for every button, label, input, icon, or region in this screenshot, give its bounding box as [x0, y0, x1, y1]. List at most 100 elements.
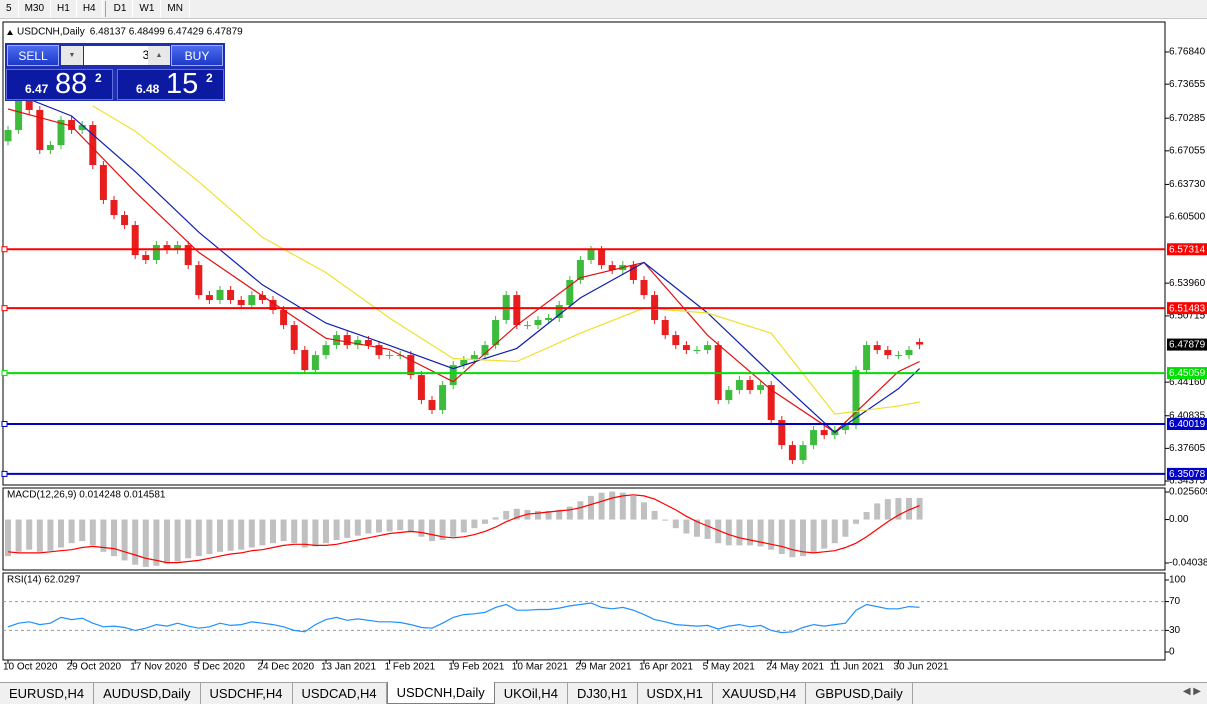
y-tick-label: 100 [1169, 575, 1186, 586]
candle-body [894, 355, 902, 357]
x-tick-label: 30 Jun 2021 [893, 662, 948, 673]
histogram-bar [853, 519, 859, 524]
timeframe-button[interactable]: W1 [133, 0, 162, 18]
candle-body [672, 335, 680, 346]
candle-body [778, 420, 786, 446]
bid-prefix: 6.47 [25, 82, 49, 96]
timeframe-button[interactable]: H4 [77, 0, 103, 18]
candle-body [407, 355, 415, 376]
chart-tab[interactable]: AUDUSD,Daily [94, 683, 201, 704]
y-tick-label: 6.70285 [1169, 113, 1206, 124]
candle-body [820, 430, 828, 436]
y-tick-label: 70 [1169, 596, 1181, 607]
histogram-bar [439, 519, 446, 540]
x-tick-label: 17 Nov 2020 [130, 662, 187, 673]
histogram-bar [577, 501, 584, 520]
y-tick-label: 6.50715 [1169, 311, 1206, 322]
chart-tab[interactable]: USDCAD,H4 [293, 683, 387, 704]
ask-price[interactable]: 6.48 15 2 [117, 68, 224, 100]
x-tick-label: 1 Feb 2021 [385, 662, 436, 673]
histogram-bar [471, 519, 478, 529]
panel-title: RSI(14) 62.0297 [7, 575, 81, 586]
candle-body [280, 310, 288, 326]
histogram-bar [450, 519, 457, 537]
candle-body [152, 245, 160, 261]
histogram-bar [704, 519, 711, 539]
histogram-bar [863, 512, 870, 520]
candle-body [343, 335, 351, 346]
histogram-bar [280, 519, 287, 542]
timeframe-button[interactable]: H1 [51, 0, 77, 18]
chart-tab[interactable]: EURUSD,H4 [0, 683, 95, 704]
candle-body [417, 375, 425, 401]
bid-price[interactable]: 6.47 88 2 [6, 68, 113, 100]
timeframe-button[interactable]: M30 [19, 0, 52, 18]
candle-body [481, 345, 489, 356]
y-tick-label: 6.37605 [1169, 443, 1206, 454]
buy-button[interactable]: BUY [171, 45, 223, 66]
y-tick-label: 30 [1169, 625, 1181, 636]
candle-body [46, 145, 54, 150]
candle-body [57, 119, 65, 146]
chart-tab[interactable]: DJ30,H1 [568, 683, 638, 704]
candle-body [205, 295, 213, 301]
chart-tab[interactable]: UKOil,H4 [495, 683, 568, 704]
candle-body [110, 199, 118, 216]
candle-body [767, 385, 775, 421]
candle-body [195, 265, 203, 296]
chart-tab[interactable]: USDCHF,H4 [201, 683, 293, 704]
x-tick-label: 24 May 2021 [766, 662, 824, 673]
candle-body [99, 165, 107, 200]
level-price-label: 6.57314 [1169, 244, 1206, 255]
histogram-bar [68, 519, 75, 544]
histogram-bar [672, 519, 679, 529]
candle-body [36, 109, 44, 150]
histogram-bar [683, 519, 690, 534]
histogram-bar [598, 492, 605, 520]
candle-body [439, 385, 447, 411]
histogram-bar [630, 495, 637, 520]
tab-scroll[interactable]: ◀ ▶ [1182, 686, 1201, 697]
last-price-label: 6.47879 [1169, 340, 1206, 351]
timeframe-button[interactable]: D1 [108, 0, 134, 18]
candle-body [216, 290, 224, 301]
histogram-bar [47, 519, 54, 551]
histogram-bar [26, 519, 33, 550]
histogram-bar [142, 519, 149, 567]
candle-body [163, 245, 171, 250]
candle-body [598, 249, 606, 266]
candle-body [587, 249, 595, 261]
histogram-bar [227, 519, 234, 551]
y-tick-label: 6.67055 [1169, 145, 1206, 156]
histogram-bar [376, 519, 382, 533]
chart-tab[interactable]: USDCNH,Daily [386, 682, 495, 704]
candle-body [428, 400, 436, 411]
histogram-bar [535, 510, 541, 520]
bid-pips: 88 [55, 68, 88, 100]
histogram-bar [810, 519, 817, 553]
candle-body [142, 255, 150, 261]
chart-tab[interactable]: USDX,H1 [638, 683, 713, 704]
candle-body [269, 300, 277, 311]
histogram-bar [259, 519, 266, 546]
histogram-bar [195, 519, 202, 557]
one-click-trading-panel: SELL ▼ 3.00 ▲ BUY 6.47 88 2 6.48 15 2 [5, 43, 225, 101]
collapse-arrow[interactable] [7, 30, 13, 35]
timeframe-button[interactable]: 5 [0, 0, 19, 18]
histogram-bar [79, 519, 86, 542]
histogram-bar [397, 519, 404, 531]
volume-down[interactable]: ▼ [61, 46, 83, 65]
candle-body [693, 350, 701, 352]
y-tick-label: 6.63730 [1169, 179, 1206, 190]
candle-body [735, 380, 743, 391]
chart-tab[interactable]: XAUUSD,H4 [713, 683, 807, 704]
level-price-box [1167, 243, 1207, 256]
chart-tab[interactable]: GBPUSD,Daily [806, 683, 913, 704]
y-tick-label: 6.76840 [1169, 47, 1206, 58]
volume-up[interactable]: ▲ [148, 46, 170, 65]
timeframe-button[interactable]: MN [161, 0, 190, 18]
histogram-bar [874, 503, 881, 520]
indicator-line [7, 602, 920, 634]
sell-button[interactable]: SELL [7, 45, 59, 66]
histogram-bar [768, 519, 775, 550]
